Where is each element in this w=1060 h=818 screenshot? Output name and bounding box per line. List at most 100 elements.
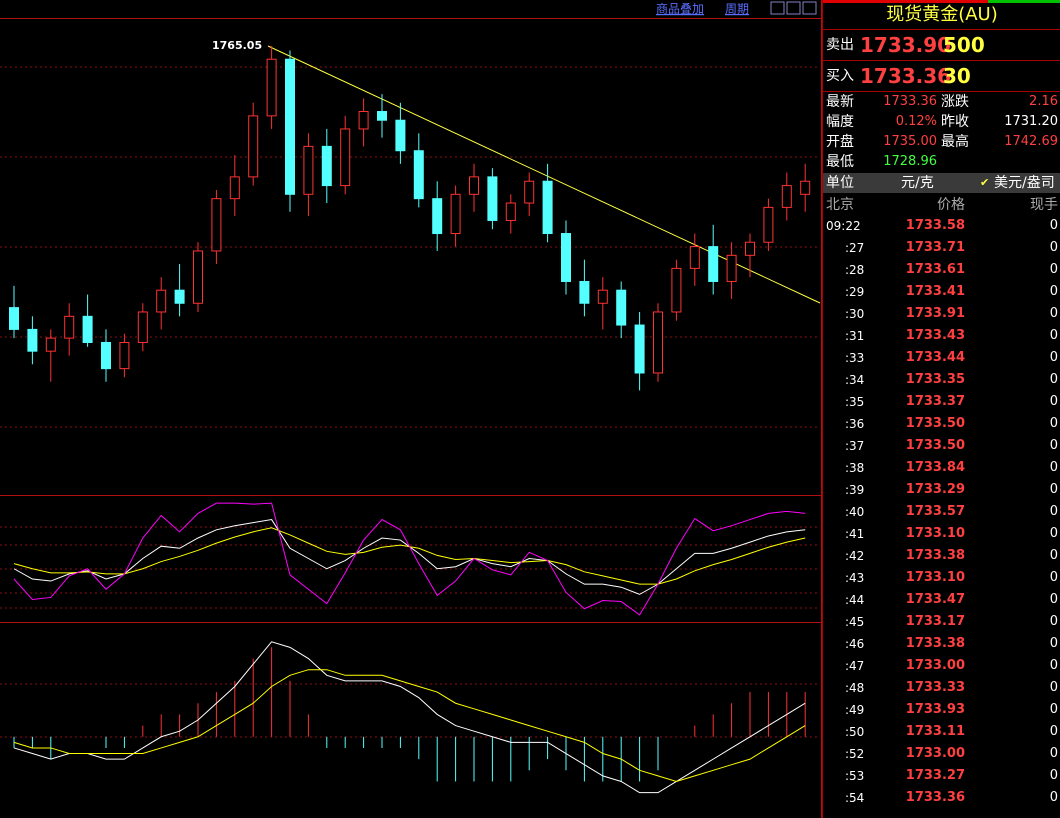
kdj-line (13, 502, 806, 616)
tick-price: 1733.29 (905, 482, 965, 497)
candle-body (487, 176, 498, 221)
tick-time: :50 (845, 725, 865, 739)
candle-body (689, 246, 700, 269)
tick-price: 1733.43 (905, 328, 965, 343)
tick-volume: 0 (1049, 658, 1058, 673)
sep (823, 60, 1060, 61)
stat-label: 开盘 (826, 134, 854, 150)
stat-label: 幅度 (826, 114, 854, 130)
quote-panel: 现货黄金(AU) 卖出 1733.90 500 买入 1733.36 30 最新 1733.36… (822, 0, 1060, 818)
tick-time: :31 (845, 329, 865, 343)
tick-volume: 0 (1049, 306, 1058, 321)
tick-time: :53 (845, 769, 865, 783)
tick-volume: 0 (1049, 790, 1058, 805)
candle-body (579, 280, 590, 304)
candle-body (616, 289, 627, 326)
tick-price: 1733.41 (905, 284, 965, 299)
tick-volume: 0 (1049, 636, 1058, 651)
tick-price: 1733.38 (905, 548, 965, 563)
tick-time: :42 (845, 549, 865, 563)
tick-volume: 0 (1049, 614, 1058, 629)
candle-body (745, 241, 755, 256)
stat-value: 2.16 (1029, 94, 1058, 109)
tick-time: :48 (845, 681, 865, 695)
candle-body (726, 254, 737, 282)
candle-body (450, 193, 461, 235)
tick-volume: 0 (1049, 372, 1058, 387)
tick-time: :37 (845, 439, 865, 453)
stat-label: 最低 (826, 154, 854, 170)
tick-price: 1733.33 (905, 680, 965, 695)
stat-label: 涨跌 (941, 94, 969, 110)
sep (823, 91, 1060, 92)
buy-label: 买入 (826, 68, 854, 84)
candle-body (321, 145, 332, 187)
tick-price: 1733.10 (905, 526, 965, 541)
tick-price: 1733.47 (905, 592, 965, 607)
candle-body (119, 341, 130, 370)
tick-price: 1733.57 (905, 504, 965, 519)
tick-time: :36 (845, 417, 865, 431)
tick-time: :54 (845, 791, 865, 805)
tick-volume: 0 (1049, 460, 1058, 475)
tick-volume: 0 (1049, 526, 1058, 541)
chart-area: 商品叠加 周期 1765.05 (0, 0, 822, 818)
tick-price: 1733.58 (905, 218, 965, 233)
tick-price: 1733.50 (905, 416, 965, 431)
toolbar-buttons[interactable] (770, 1, 817, 15)
tick-time: :38 (845, 461, 865, 475)
candle-body (174, 289, 185, 304)
candle-body (193, 250, 203, 304)
tick-volume: 0 (1049, 482, 1058, 497)
candle-body (597, 289, 608, 304)
tick-price: 1733.17 (905, 614, 965, 629)
candle-body (266, 58, 277, 117)
candle-body (82, 315, 93, 343)
candle-body (303, 145, 314, 195)
tick-header: 价格 (937, 197, 965, 213)
candle-body (671, 267, 682, 313)
kdj-line (13, 527, 806, 585)
tick-time: :35 (845, 395, 865, 409)
sell-volume: 500 (943, 33, 985, 57)
tick-volume: 0 (1049, 284, 1058, 299)
tick-price: 1733.37 (905, 394, 965, 409)
tick-price: 1733.50 (905, 438, 965, 453)
trend-line (267, 45, 821, 304)
candle-body (800, 180, 811, 195)
period-button[interactable]: 周期 (725, 2, 749, 16)
stat-value: 1728.96 (883, 154, 937, 169)
stat-value: 1742.69 (1004, 134, 1058, 149)
stat-label: 昨收 (941, 114, 969, 130)
tick-time: :44 (845, 593, 865, 607)
candle-body (634, 324, 645, 374)
stat-value: 1733.36 (883, 94, 937, 109)
candle-body (9, 307, 19, 330)
candle-body (505, 202, 516, 221)
tick-volume: 0 (1049, 240, 1058, 255)
candle-body (358, 111, 369, 130)
candle-body (248, 115, 259, 178)
tick-time: :46 (845, 637, 865, 651)
tick-time: :29 (845, 285, 865, 299)
macd-line (13, 669, 806, 782)
tick-volume: 0 (1049, 724, 1058, 739)
unit-cny: 元/克 (901, 175, 934, 191)
top-strip-red (823, 0, 988, 3)
candle-body (524, 180, 535, 204)
tick-price: 1733.00 (905, 658, 965, 673)
stat-value: 1735.00 (883, 134, 937, 149)
tick-volume: 0 (1049, 746, 1058, 761)
overlay-button[interactable]: 商品叠加 (656, 1, 704, 16)
tick-time: :30 (845, 307, 865, 321)
candle-body (413, 150, 424, 200)
candle-body (561, 233, 571, 282)
tick-volume: 0 (1049, 438, 1058, 453)
candle-body (395, 119, 406, 152)
tick-volume: 0 (1049, 416, 1058, 431)
candle-body (781, 185, 792, 208)
tick-price: 1733.00 (905, 746, 965, 761)
candle-body (340, 128, 351, 187)
tick-volume: 0 (1049, 702, 1058, 717)
